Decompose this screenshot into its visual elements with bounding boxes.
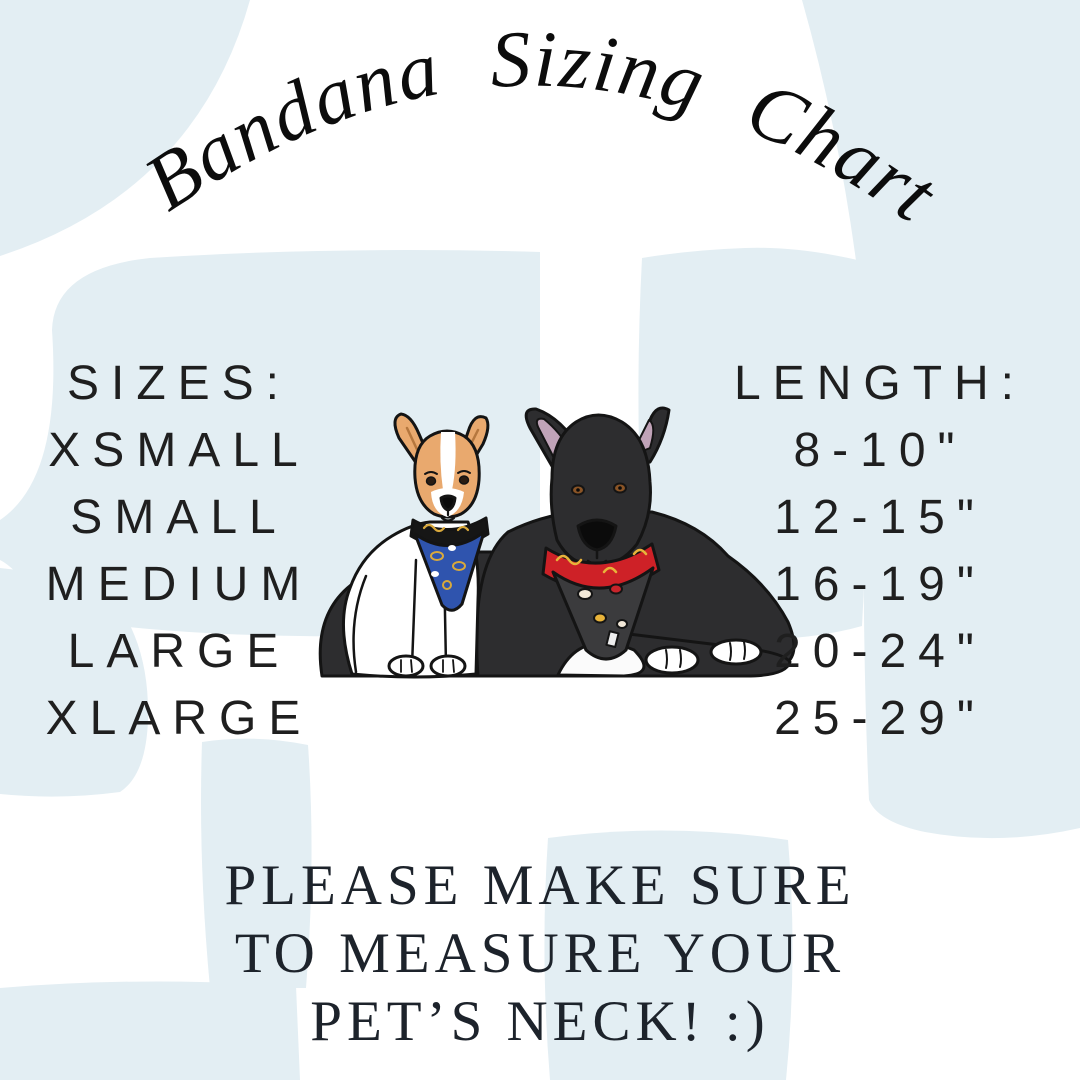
bg-patch-left-mid (0, 568, 149, 797)
length-value-large: 20-24" (774, 625, 986, 678)
bg-patch-top-left (0, 0, 250, 256)
bg-patch-bottom-left (0, 981, 300, 1080)
bg-patch-center-strip (201, 738, 312, 988)
length-value-xsmall: 8-10" (793, 424, 967, 477)
size-label-large: LARGE (67, 625, 291, 678)
corgi-with-blue-bandana (342, 412, 490, 679)
footer-line-1: PLEASE MAKE SURE (224, 854, 856, 917)
length-value-small: 12-15" (774, 491, 986, 544)
footer-line-2: TO MEASURE YOUR (234, 922, 846, 985)
length-value-medium: 16-19" (774, 558, 986, 611)
title-banner: Bandana Sizing Chart (130, 15, 951, 239)
size-label-xlarge: XLARGE (45, 692, 313, 745)
bg-patch-bottom-center (544, 830, 793, 1080)
length-column: LENGTH: 8-10" 12-15" 16-19" 20-24" 25-29… (692, 350, 1068, 752)
sizes-header: SIZES: (66, 357, 292, 410)
sizes-column: SIZES: XSMALL SMALL MEDIUM LARGE XLARGE (14, 350, 344, 752)
size-label-medium: MEDIUM (45, 558, 313, 611)
length-header: LENGTH: (733, 357, 1027, 410)
size-label-xsmall: XSMALL (48, 424, 310, 477)
footer-line-3: PET’S NECK! :) (310, 990, 770, 1053)
size-label-small: SMALL (70, 491, 288, 544)
bg-patch-top-right (802, 0, 1080, 839)
length-value-xlarge: 25-29" (774, 692, 986, 745)
footer-note: PLEASE MAKE SURE TO MEASURE YOUR PET’S N… (0, 852, 1080, 1056)
